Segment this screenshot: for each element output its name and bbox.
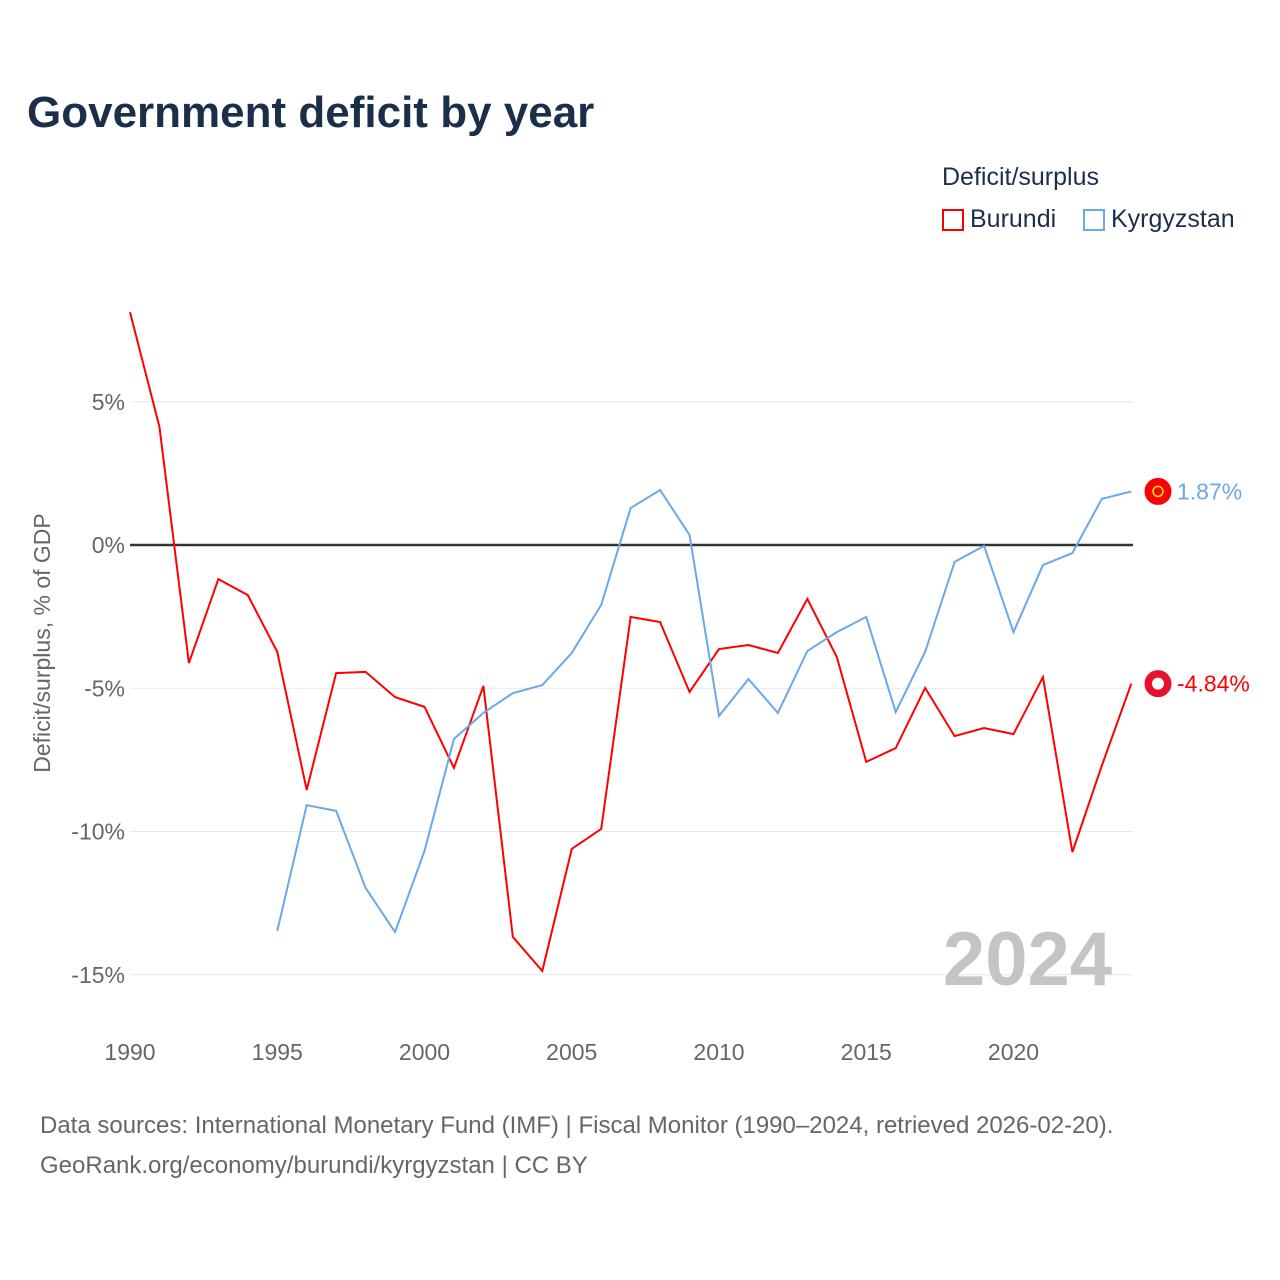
series-line-burundi: [129, 311, 1133, 974]
y-tick-label: 0%: [92, 532, 125, 558]
flag-icon-kyrgyzstan: [1143, 476, 1173, 506]
legend-label: Kyrgyzstan: [1111, 205, 1235, 233]
y-tick-label: -10%: [71, 819, 125, 845]
legend-item-kyrgyzstan[interactable]: Kyrgyzstan: [1083, 205, 1235, 234]
flag-icon-sun: [1152, 485, 1164, 498]
x-tick-label: 2015: [841, 1039, 892, 1065]
y-tick-label: -5%: [84, 675, 125, 701]
x-tick-label: 2020: [988, 1039, 1039, 1065]
footer: Data sources: International Monetary Fun…: [40, 1106, 1113, 1186]
legend-swatch-burundi: [942, 208, 964, 231]
x-tick-label: 2010: [693, 1039, 744, 1065]
series-line-kyrgyzstan: [276, 488, 1132, 935]
y-tick-label: -15%: [71, 962, 125, 988]
legend-title: Deficit/surplus: [942, 163, 1099, 191]
footer-sources: Data sources: International Monetary Fun…: [40, 1112, 1114, 1139]
legend-item-burundi[interactable]: Burundi: [942, 205, 1056, 234]
end-value-label: 1.87%: [1177, 478, 1242, 504]
x-tick-label: 2005: [546, 1039, 597, 1065]
year-watermark: 2024: [943, 917, 1112, 1002]
footer-link[interactable]: GeoRank.org/economy/burundi/kyrgyzstan |…: [40, 1152, 588, 1179]
end-value-label: -4.84%: [1177, 671, 1250, 697]
y-axis-label: Deficit/surplus, % of GDP: [29, 513, 55, 772]
x-tick-label: 1990: [104, 1039, 155, 1065]
flag-icon-center: [1152, 677, 1164, 690]
legend-swatch-kyrgyzstan: [1083, 208, 1105, 231]
y-tick-label: 5%: [92, 389, 125, 415]
legend-label: Burundi: [970, 205, 1057, 233]
x-tick-label: 1995: [252, 1039, 303, 1065]
x-tick-label: 2000: [399, 1039, 450, 1065]
chart-title: Government deficit by year: [27, 88, 595, 137]
